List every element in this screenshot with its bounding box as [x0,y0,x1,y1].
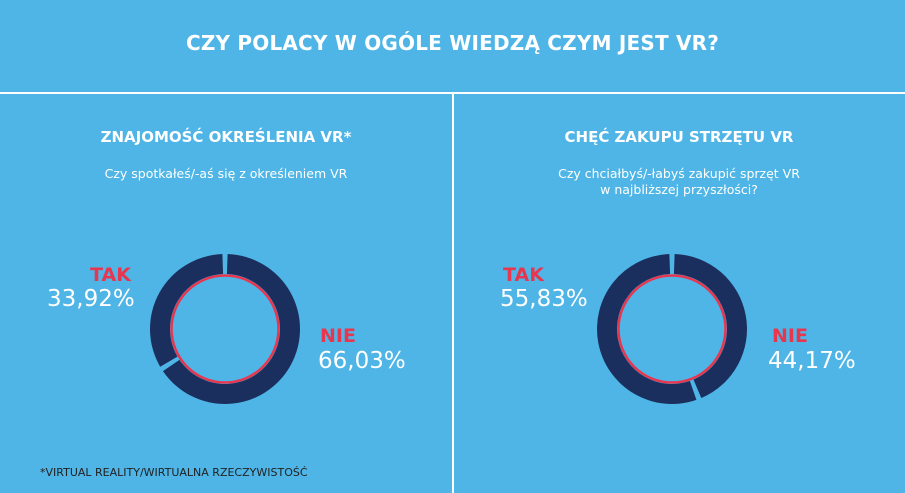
donut-slice-tak [150,254,224,367]
donut-slice-nie [673,254,747,399]
panel-subtitle-line-1: Czy chciałbyś/-łabyś zakupić sprzęt VR [558,166,800,181]
chart-value-tak: 55,83% [500,286,588,312]
donut-inner-ring [617,274,727,384]
page-title: CZY POLACY W OGÓLE WIEDZĄ CZYM JEST VR? [185,31,720,55]
panel-divider [452,93,454,493]
donut-chart-purchase [597,254,747,404]
panel-subtitle: Czy spotkałeś/-aś się z określeniem VR [104,166,348,181]
donut-slice-nie [162,254,300,404]
panel-title: CHĘĆ ZAKUPU STRZĘTU VR [564,128,794,146]
panel-title: ZNAJOMOŚĆ OKREŚLENIA VR* [100,128,352,146]
panel-subtitle-line-2: w najbliższej przyszłości? [600,182,758,197]
chart-value-nie: 66,03% [318,348,406,374]
chart-label-nie: NIE [772,325,808,347]
chart-value-nie: 44,17% [768,348,856,374]
donut-inner-ring [170,274,280,384]
chart-label-tak: TAK [90,264,131,286]
footnote: *VIRTUAL REALITY/WIRTUALNA RZECZYWISTOŚĆ [40,466,308,479]
chart-value-tak: 33,92% [47,286,135,312]
donut-slice-tak [597,254,697,404]
chart-label-nie: NIE [320,325,356,347]
chart-label-tak: TAK [503,264,544,286]
donut-chart-awareness [150,254,300,404]
